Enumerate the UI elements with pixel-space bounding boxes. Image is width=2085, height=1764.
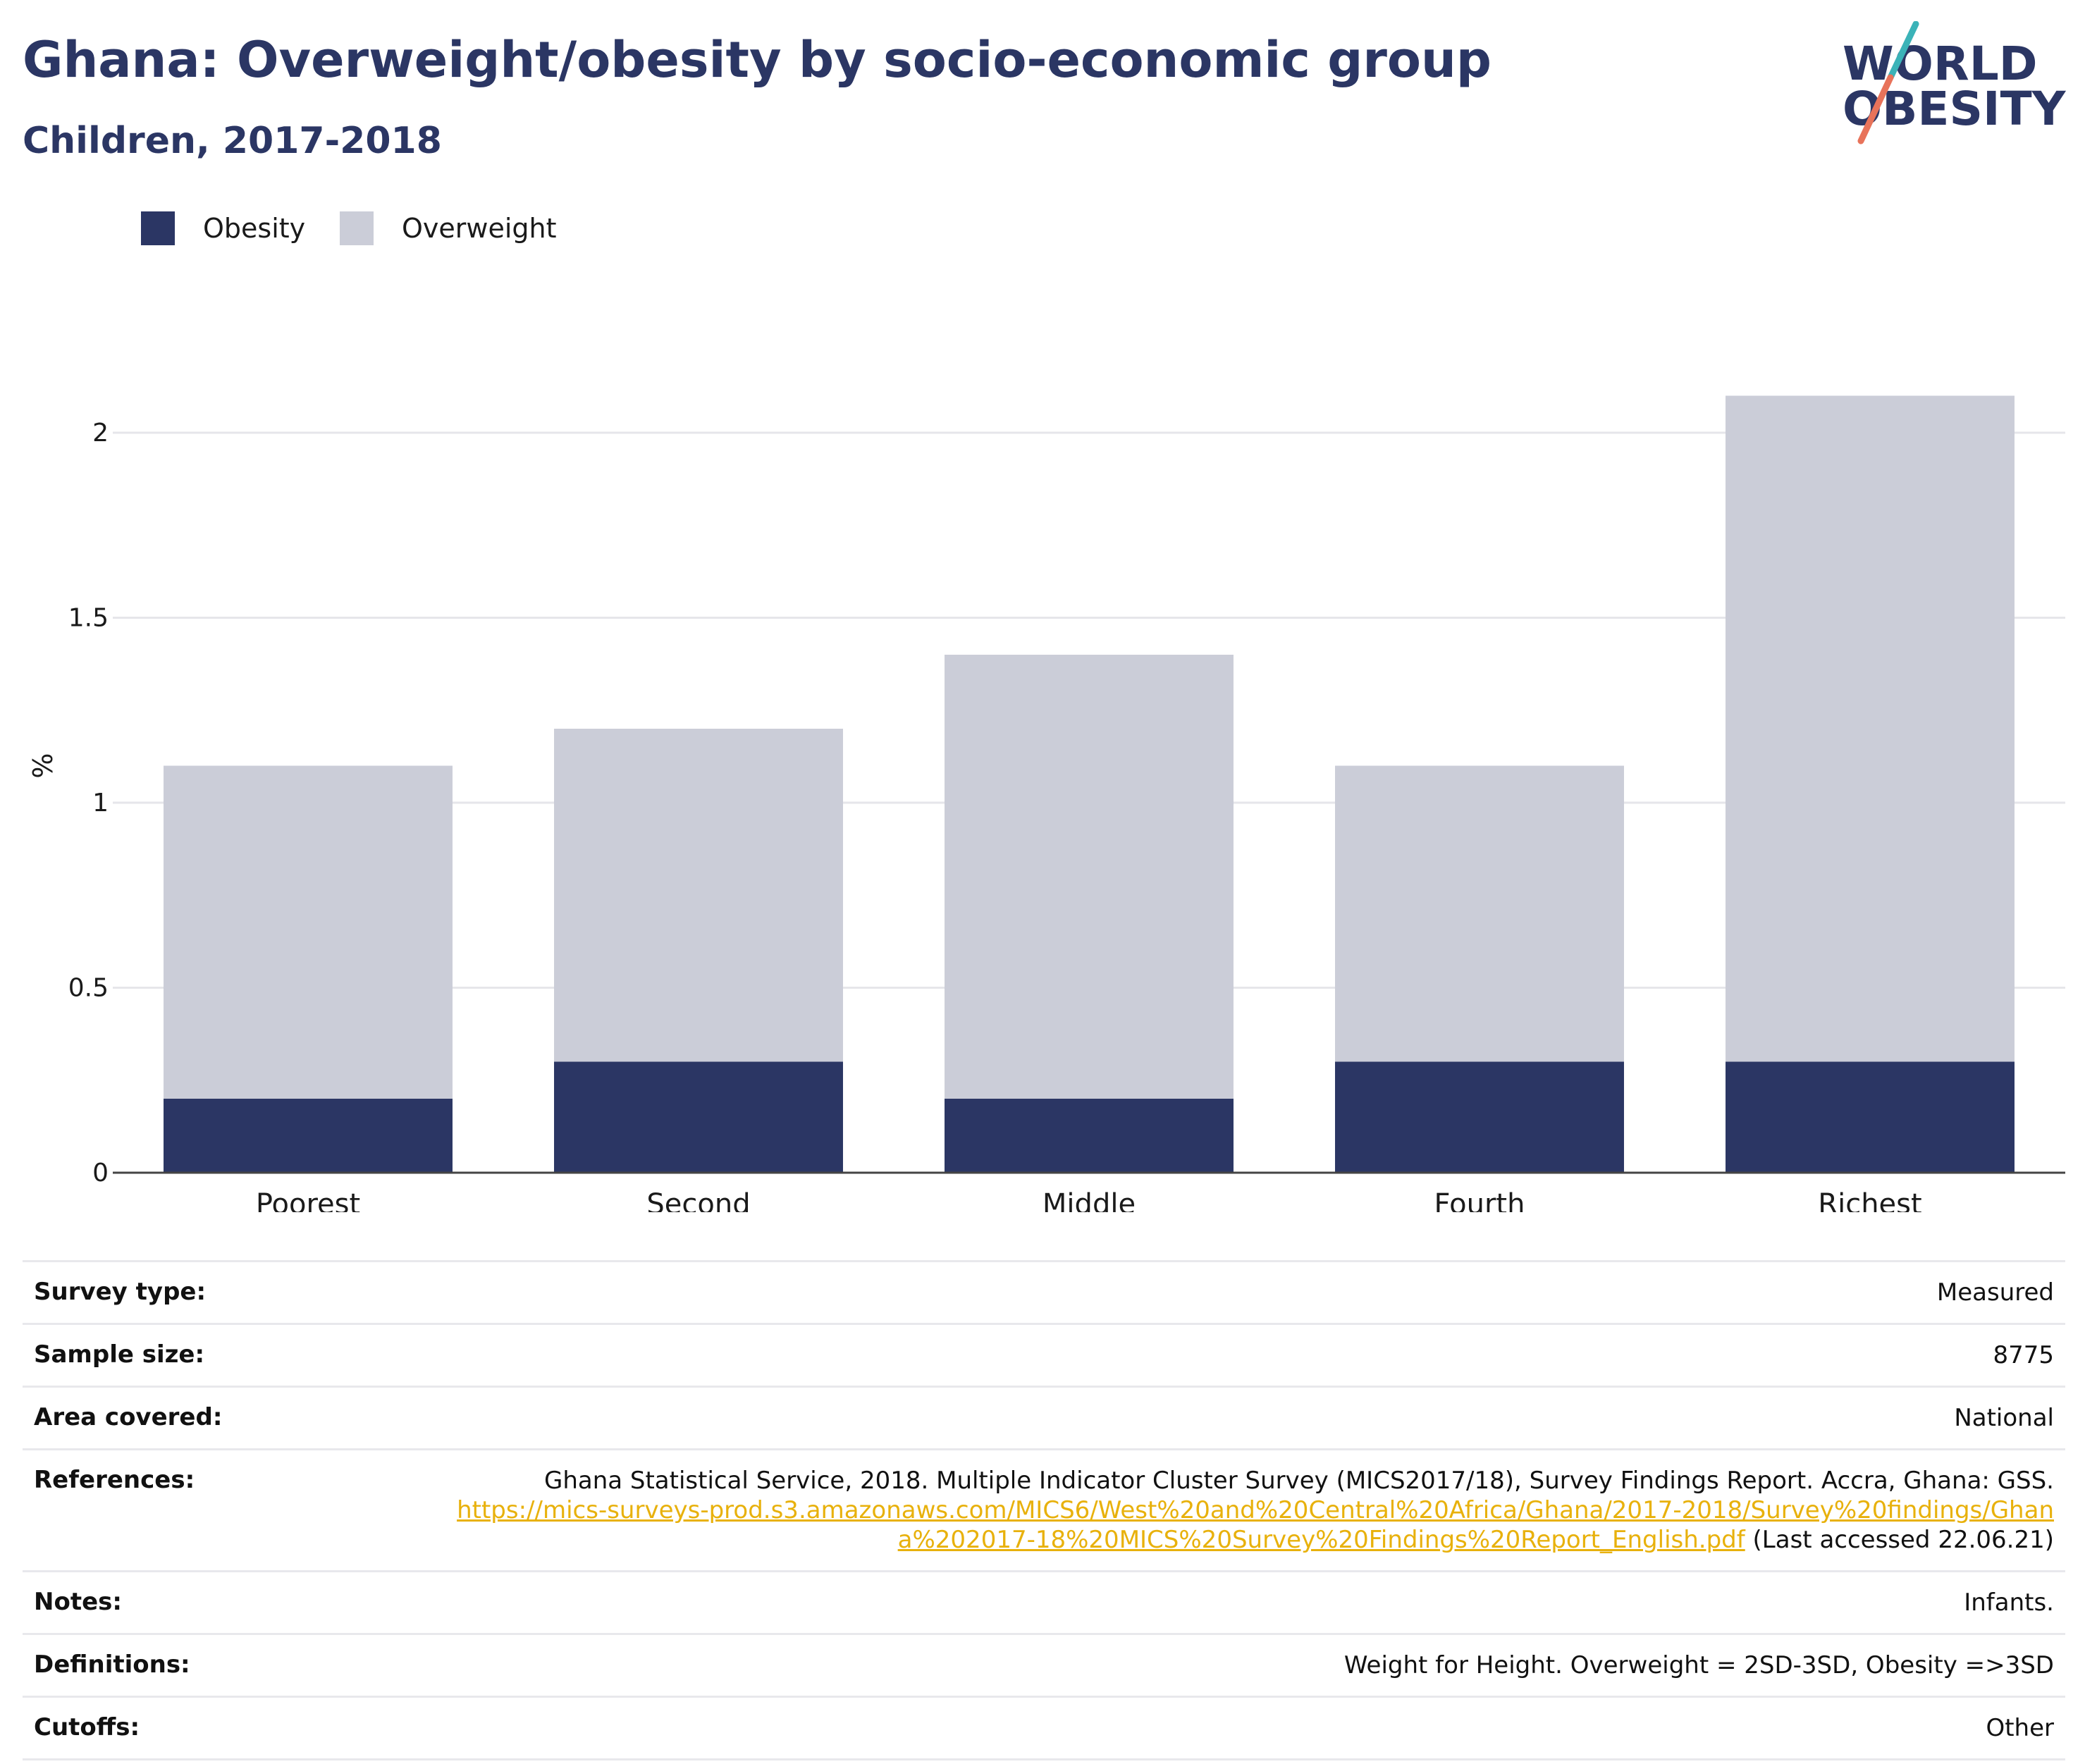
logo-slash-icon [1857,21,1919,144]
info-row-cutoffs: Cutoffs: Other [23,1696,2065,1760]
info-label: Area covered: [34,1403,223,1431]
legend-swatch-overweight [340,211,374,245]
reference-link[interactable]: https://mics-surveys-prod.s3.amazonaws.c… [457,1496,2054,1554]
info-label: Definitions: [34,1651,190,1679]
info-value: National [1954,1404,2054,1432]
info-label: Notes: [34,1588,122,1616]
logo-word-world: WORLD [1843,37,2038,91]
world-obesity-logo: WORLD OBESITY [1833,21,2072,148]
info-value: Measured [1936,1278,2054,1307]
legend-label-obesity: Obesity [203,213,306,244]
info-row-definitions: Definitions: Weight for Height. Overweig… [23,1633,2065,1696]
x-tick-label: Poorest [256,1188,360,1212]
bar-obesity-poorest [164,1099,453,1173]
x-tick-label: Middle [1042,1188,1136,1212]
bar-overweight-fourth [1335,765,1624,1062]
info-value: 8775 [1993,1341,2054,1369]
bar-overweight-second [554,729,843,1062]
info-value: Infants. [1964,1589,2054,1617]
legend-label-overweight: Overweight [402,213,557,244]
bar-obesity-middle [945,1099,1234,1173]
x-tick-label: Second [646,1188,750,1212]
bar-obesity-fourth [1335,1061,1624,1173]
bar-obesity-second [554,1061,843,1173]
info-label: Survey type: [34,1278,207,1306]
y-tick-label: 0 [92,1159,109,1188]
info-row-notes: Notes: Infants. [23,1570,2065,1633]
bar-overweight-richest [1726,395,2015,1062]
info-value: Other [1986,1714,2054,1742]
y-tick-label: 0.5 [68,974,109,1003]
chart-subtitle: Children, 2017-2018 [23,120,442,162]
bar-overweight-poorest [164,765,453,1099]
y-tick-label: 2 [92,419,109,448]
reference-citation: Ghana Statistical Service, 2018. Multipl… [543,1467,2054,1495]
bar-obesity-richest [1726,1061,2015,1173]
reference-accessed-note: (Last accessed 22.06.21) [1752,1526,2054,1554]
info-row-sample-size: Sample size: 8775 [23,1323,2065,1386]
info-row-survey-type: Survey type: Measured [23,1260,2065,1323]
x-tick-label: Richest [1818,1188,1921,1212]
bar-overweight-middle [945,655,1234,1099]
x-tick-label: Fourth [1434,1188,1525,1212]
survey-info-table: Survey type: Measured Sample size: 8775 … [23,1260,2065,1760]
y-tick-label: 1 [92,789,109,818]
info-label: References: [34,1466,195,1494]
info-value: Weight for Height. Overweight = 2SD-3SD,… [1343,1651,2054,1679]
y-axis-title: % [27,753,59,778]
stacked-bar-chart: 0 0.5 1 1.5 2% Poorest Second Middle Fourth Riche… [27,395,2065,1212]
info-row-area-covered: Area covered: National [23,1386,2065,1448]
y-tick-label: 1.5 [68,604,109,633]
info-label: Sample size: [34,1340,205,1369]
info-label: Cutoffs: [34,1713,140,1741]
chart-title: Ghana: Overweight/obesity by socio-econo… [23,31,1492,89]
info-row-references: References: Ghana Statistical Service, 2… [23,1448,2065,1570]
legend-swatch-obesity [141,211,175,245]
references-value: Ghana Statistical Service, 2018. Multipl… [433,1450,2054,1570]
